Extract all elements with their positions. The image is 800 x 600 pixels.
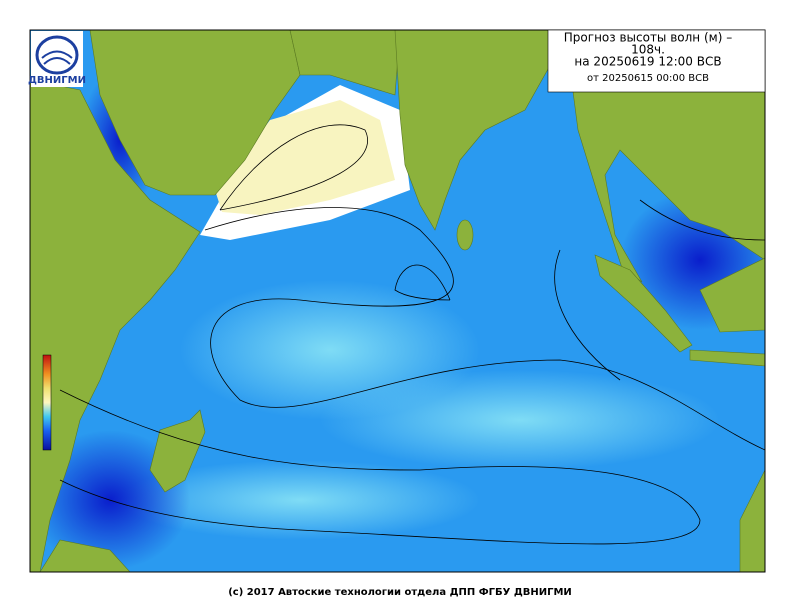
logo-text: ДВНИГМИ [28,75,86,86]
colorbar [42,354,52,451]
title-box [547,29,766,93]
sea-state [120,460,480,540]
land [30,30,765,572]
credit: (c) 2017 Автоские технологии отдела ДПП … [228,587,572,598]
title-line: на 20250619 12:00 ВСВ [574,55,721,69]
map-area [30,30,765,572]
logo-waves [41,50,73,65]
issued-line: от 20250615 00:00 ВСВ [587,73,709,84]
title-line: Прогноз высоты волн (м) – [564,31,732,45]
logo-emblem [35,35,79,75]
title-line: 108ч. [631,43,665,57]
high-waves [215,100,395,215]
map-frame [29,29,766,573]
sea-state [320,370,720,470]
contours [59,124,765,545]
